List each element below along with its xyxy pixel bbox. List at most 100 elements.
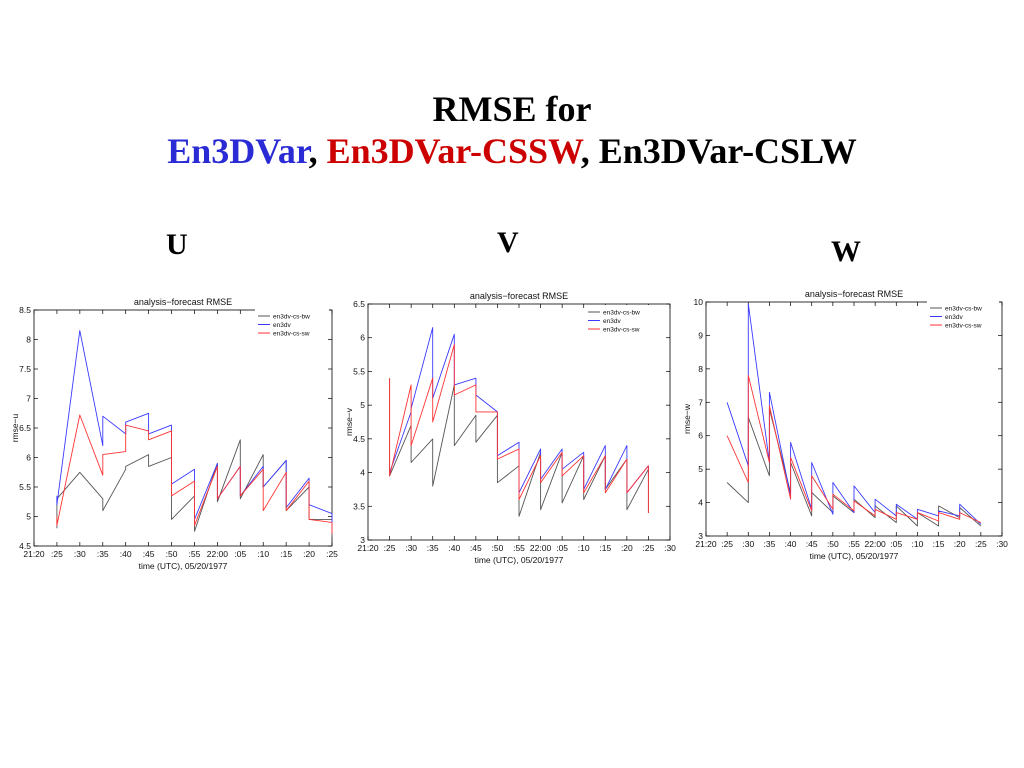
y-tick-label: 5 (360, 400, 365, 410)
x-tick-label: :40 (448, 543, 460, 553)
title-sep-1: , (308, 131, 327, 171)
x-tick-label: :20 (621, 543, 633, 553)
x-tick-label: :25 (721, 539, 733, 549)
x-tick-label: :15 (599, 543, 611, 553)
x-tick-label: 21:20 (23, 549, 45, 559)
y-axis-label: rmse−w (682, 403, 692, 434)
chart-rmse-u: analysis−forecast RMSE time (UTC), 05/20/… (10, 297, 338, 571)
y-tick-label: 5 (698, 464, 703, 474)
x-tick-label: :15 (933, 539, 945, 549)
x-tick-label: :25 (51, 549, 63, 559)
legend-entry: en3dv-cs-bw (273, 314, 310, 321)
y-tick-label: 7.5 (19, 364, 31, 374)
series-line-en3dv-cs-sw (726, 375, 982, 524)
y-tick-label: 7 (26, 394, 31, 404)
x-tick-label: :55 (848, 539, 860, 549)
chart-title: analysis−forecast RMSE (134, 297, 232, 307)
x-tick-label: :45 (143, 549, 155, 559)
x-tick-label: :30 (742, 539, 754, 549)
panel-label-w: W (831, 235, 861, 268)
x-tick-label: :35 (764, 539, 776, 549)
x-tick-label: :35 (97, 549, 109, 559)
legend-entry: en3dv-cs-sw (273, 331, 310, 338)
x-tick-label: :20 (954, 539, 966, 549)
y-tick-label: 6 (26, 453, 31, 463)
y-tick-label: 9 (698, 330, 703, 340)
y-tick-label: 5 (26, 512, 31, 522)
x-tick-label: :30 (74, 549, 86, 559)
title-sep-2: , (580, 131, 599, 171)
legend-entry: en3dv-cs-sw (945, 323, 982, 330)
chart-title: analysis−forecast RMSE (470, 291, 568, 301)
panel-label-u: U (166, 228, 188, 261)
legend-entry: en3dv-cs-bw (603, 310, 640, 317)
x-tick-label: :55 (189, 549, 201, 559)
y-tick-label: 4.5 (353, 434, 365, 444)
panel-label-v: V (497, 226, 519, 259)
x-axis-label: time (UTC), 05/20/1977 (139, 561, 228, 571)
x-tick-label: :50 (492, 543, 504, 553)
y-tick-label: 3 (698, 531, 703, 541)
x-tick-label: :10 (578, 543, 590, 553)
y-tick-label: 6.5 (19, 423, 31, 433)
series-line-en3dv-cs-sw (389, 344, 649, 513)
plot-frame (33, 309, 333, 547)
x-tick-label: :20 (303, 549, 315, 559)
x-tick-label: 22:00 (207, 549, 229, 559)
y-tick-label: 8 (26, 335, 31, 345)
chart-rmse-v: analysis−forecast RMSE time (UTC), 05/20/… (344, 291, 676, 565)
y-tick-label: 5.5 (353, 366, 365, 376)
title-en3dvar-cslw: En3DVar-CSLW (598, 131, 857, 171)
x-tick-label: :45 (806, 539, 818, 549)
y-tick-label: 6 (360, 333, 365, 343)
legend-entry: en3dv (273, 322, 291, 329)
y-tick-label: 5.5 (19, 482, 31, 492)
y-axis-label: rmse−u (10, 413, 20, 442)
x-tick-label: :05 (234, 549, 246, 559)
title-en3dvar-cssw: En3DVar-CSSW (326, 131, 581, 171)
x-tick-label: :50 (827, 539, 839, 549)
x-tick-label: :30 (996, 539, 1008, 549)
y-tick-label: 4 (360, 468, 365, 478)
x-tick-label: :10 (257, 549, 269, 559)
x-tick-label: :05 (890, 539, 902, 549)
slide-title: RMSE for En3DVar, En3DVar-CSSW, En3DVar-… (0, 88, 1024, 172)
x-tick-label: :40 (785, 539, 797, 549)
x-tick-label: :25 (384, 543, 396, 553)
legend-entry: en3dv-cs-bw (945, 306, 982, 313)
x-tick-label: :40 (120, 549, 132, 559)
y-axis-label: rmse−v (344, 407, 354, 436)
x-axis-label: time (UTC), 05/20/1977 (475, 555, 564, 565)
y-tick-label: 3.5 (353, 501, 365, 511)
legend-entry: en3dv (603, 318, 621, 325)
y-tick-label: 4.5 (19, 541, 31, 551)
chart-rmse-w: analysis−forecast RMSE time (UTC), 05/20/… (682, 289, 1008, 561)
x-tick-label: :30 (664, 543, 676, 553)
y-tick-label: 6.5 (353, 299, 365, 309)
x-tick-label: :05 (556, 543, 568, 553)
x-axis-label: time (UTC), 05/20/1977 (810, 551, 899, 561)
x-tick-label: :15 (280, 549, 292, 559)
y-tick-label: 8 (698, 364, 703, 374)
y-tick-label: 10 (694, 297, 704, 307)
y-tick-label: 3 (360, 535, 365, 545)
chart-title: analysis−forecast RMSE (805, 289, 903, 299)
x-tick-label: :30 (405, 543, 417, 553)
x-tick-label: 22:00 (530, 543, 552, 553)
x-tick-label: :10 (912, 539, 924, 549)
title-line-2: En3DVar, En3DVar-CSSW, En3DVar-CSLW (0, 130, 1024, 172)
legend-entry: en3dv (945, 314, 963, 321)
x-tick-label: 22:00 (865, 539, 887, 549)
x-tick-label: :25 (326, 549, 338, 559)
x-tick-label: :45 (470, 543, 482, 553)
x-tick-label: :25 (975, 539, 987, 549)
x-tick-label: 21:20 (357, 543, 379, 553)
title-line-1: RMSE for (432, 89, 592, 129)
x-tick-label: 21:20 (695, 539, 717, 549)
x-tick-label: :25 (643, 543, 655, 553)
x-tick-label: :35 (427, 543, 439, 553)
title-en3dvar: En3DVar (167, 131, 309, 171)
series-line-en3dv-cs-sw (56, 414, 333, 535)
